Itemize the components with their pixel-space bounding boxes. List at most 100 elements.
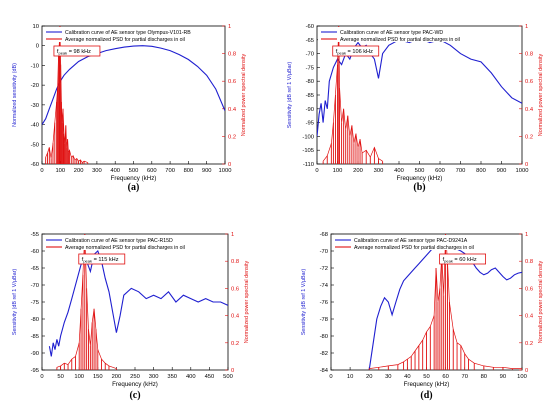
y-right-tick-label: 0.4 — [525, 314, 534, 320]
y-left-tick-label: -74 — [320, 283, 329, 289]
y-left-tick-label: -95 — [31, 368, 39, 374]
y-right-axis-label: Normalized power spectral density — [244, 261, 250, 344]
y-left-tick-label: -105 — [302, 148, 314, 154]
y-left-tick-label: -50 — [31, 142, 39, 148]
y-left-tick-label: 10 — [33, 24, 39, 30]
x-tick-label: 70 — [461, 374, 467, 380]
x-tick-label: 1000 — [219, 168, 232, 174]
y-left-tick-label: -110 — [303, 162, 314, 168]
x-tick-label: 90 — [500, 374, 506, 380]
y-left-tick-label: -65 — [306, 38, 314, 44]
x-tick-label: 900 — [202, 168, 212, 174]
y-right-tick-label: 1 — [231, 232, 234, 238]
x-tick-label: 0 — [315, 168, 318, 174]
y-left-tick-label: -72 — [320, 266, 328, 272]
y-left-tick-label: -60 — [31, 249, 39, 255]
x-tick-label: 350 — [167, 374, 177, 380]
chart-panel-2: 0 100 200 300 400 500 600 700 800 900 1000 -110 -105… — [287, 24, 544, 193]
y-left-axis-label: Sensitivity (dB ref 1 V/μBar) — [12, 269, 18, 336]
y-right-tick-label: 0.8 — [525, 259, 533, 265]
x-tick-label: 40 — [404, 374, 410, 380]
x-tick-label: 400 — [110, 168, 120, 174]
y-left-tick-label: -68 — [320, 232, 328, 238]
y-left-axis-label: Sensitivity (dB ref 1 V/μBar) — [301, 269, 307, 336]
annotation-text: fpeak = 106 kHz — [336, 49, 373, 56]
legend-bg — [332, 235, 521, 250]
y-left-tick-label: -90 — [306, 107, 314, 113]
legend-entry: Calibration curve of AE sensor type PAC-… — [65, 238, 173, 244]
panel-caption: (c) — [129, 390, 140, 401]
x-tick-label: 100 — [517, 374, 527, 380]
y-right-tick-label: 1 — [525, 232, 528, 238]
peak-annotation: fpeak = 115 kHz — [78, 253, 126, 265]
x-tick-label: 300 — [149, 374, 159, 380]
x-tick-label: 200 — [112, 374, 122, 380]
legend-bg — [318, 27, 521, 42]
peak-annotation: fpeak = 60 kHz — [439, 253, 487, 265]
psd-line — [369, 234, 522, 369]
legend-entry: Average normalized PSD for partial disch… — [65, 37, 185, 43]
y-left-tick-label: -30 — [31, 103, 39, 109]
panel-caption: (b) — [413, 182, 425, 193]
x-tick-label: 600 — [435, 168, 445, 174]
y-left-tick-label: -90 — [31, 351, 39, 357]
y-right-tick-label: 0 — [228, 162, 231, 168]
y-right-tick-label: 0.2 — [525, 134, 533, 140]
x-tick-label: 50 — [423, 374, 429, 380]
y-right-tick-label: 0 — [525, 368, 528, 374]
y-right-tick-label: 0.4 — [231, 314, 240, 320]
y-right-tick-label: 0.8 — [231, 259, 239, 265]
calibration-line — [42, 45, 225, 125]
y-left-tick-label: -20 — [31, 83, 39, 89]
x-tick-label: 800 — [184, 168, 194, 174]
y-left-tick-label: -75 — [306, 65, 314, 71]
x-tick-label: 30 — [385, 374, 391, 380]
y-left-tick-label: 0 — [36, 44, 39, 50]
calibration-line — [48, 250, 228, 357]
x-tick-label: 400 — [394, 168, 404, 174]
psd-line — [45, 26, 88, 164]
legend-bg — [43, 27, 224, 42]
y-right-tick-label: 0.2 — [231, 341, 239, 347]
y-left-tick-label: -10 — [31, 63, 39, 69]
y-right-axis-label: Normalized power spectral density — [538, 54, 544, 137]
x-tick-label: 500 — [223, 374, 233, 380]
x-axis-label: Frequency (kHz) — [112, 381, 158, 388]
annotation-box — [53, 45, 101, 57]
x-tick-label: 450 — [205, 374, 215, 380]
x-tick-label: 500 — [415, 168, 425, 174]
x-tick-label: 20 — [366, 374, 372, 380]
x-tick-label: 80 — [481, 374, 487, 380]
x-tick-label: 60 — [442, 374, 448, 380]
y-right-axis-label: Normalized power spectral density — [538, 261, 544, 344]
y-right-tick-label: 0 — [231, 368, 234, 374]
y-left-tick-label: -60 — [306, 24, 314, 30]
x-tick-label: 700 — [165, 168, 175, 174]
panel-caption: (d) — [420, 390, 432, 401]
legend-entry: Calibration curve of AE sensor type PAC-… — [354, 238, 468, 244]
panel-caption: (a) — [128, 182, 140, 193]
y-right-tick-label: 0.2 — [525, 341, 533, 347]
x-tick-label: 200 — [353, 168, 363, 174]
y-left-axis-label: Normalized sensitivity (dB) — [12, 63, 18, 127]
y-left-tick-label: -85 — [31, 334, 39, 340]
y-right-axis-label: Normalized power spectral density — [241, 54, 247, 137]
y-left-tick-label: -60 — [31, 162, 39, 168]
y-left-tick-label: -80 — [320, 334, 328, 340]
y-left-tick-label: -70 — [31, 283, 39, 289]
peak-annotation: fpeak = 106 kHz — [332, 45, 380, 57]
legend-bg — [43, 235, 227, 250]
y-right-tick-label: 0.6 — [231, 286, 239, 292]
legend: Calibration curve of AE sensor type PAC-… — [43, 235, 227, 251]
y-right-tick-label: 0.8 — [525, 52, 533, 58]
y-left-tick-label: -82 — [320, 351, 328, 357]
legend-entry: Average normalized PSD for partial disch… — [354, 245, 474, 251]
y-left-tick-label: -70 — [320, 249, 328, 255]
x-tick-label: 600 — [147, 168, 157, 174]
x-tick-label: 250 — [130, 374, 140, 380]
x-axis-label: Frequency (kHz) — [111, 175, 157, 182]
y-right-tick-label: 0 — [525, 162, 528, 168]
y-left-tick-label: -100 — [302, 134, 314, 140]
psd-line — [322, 26, 383, 162]
y-left-tick-label: -80 — [306, 79, 314, 85]
